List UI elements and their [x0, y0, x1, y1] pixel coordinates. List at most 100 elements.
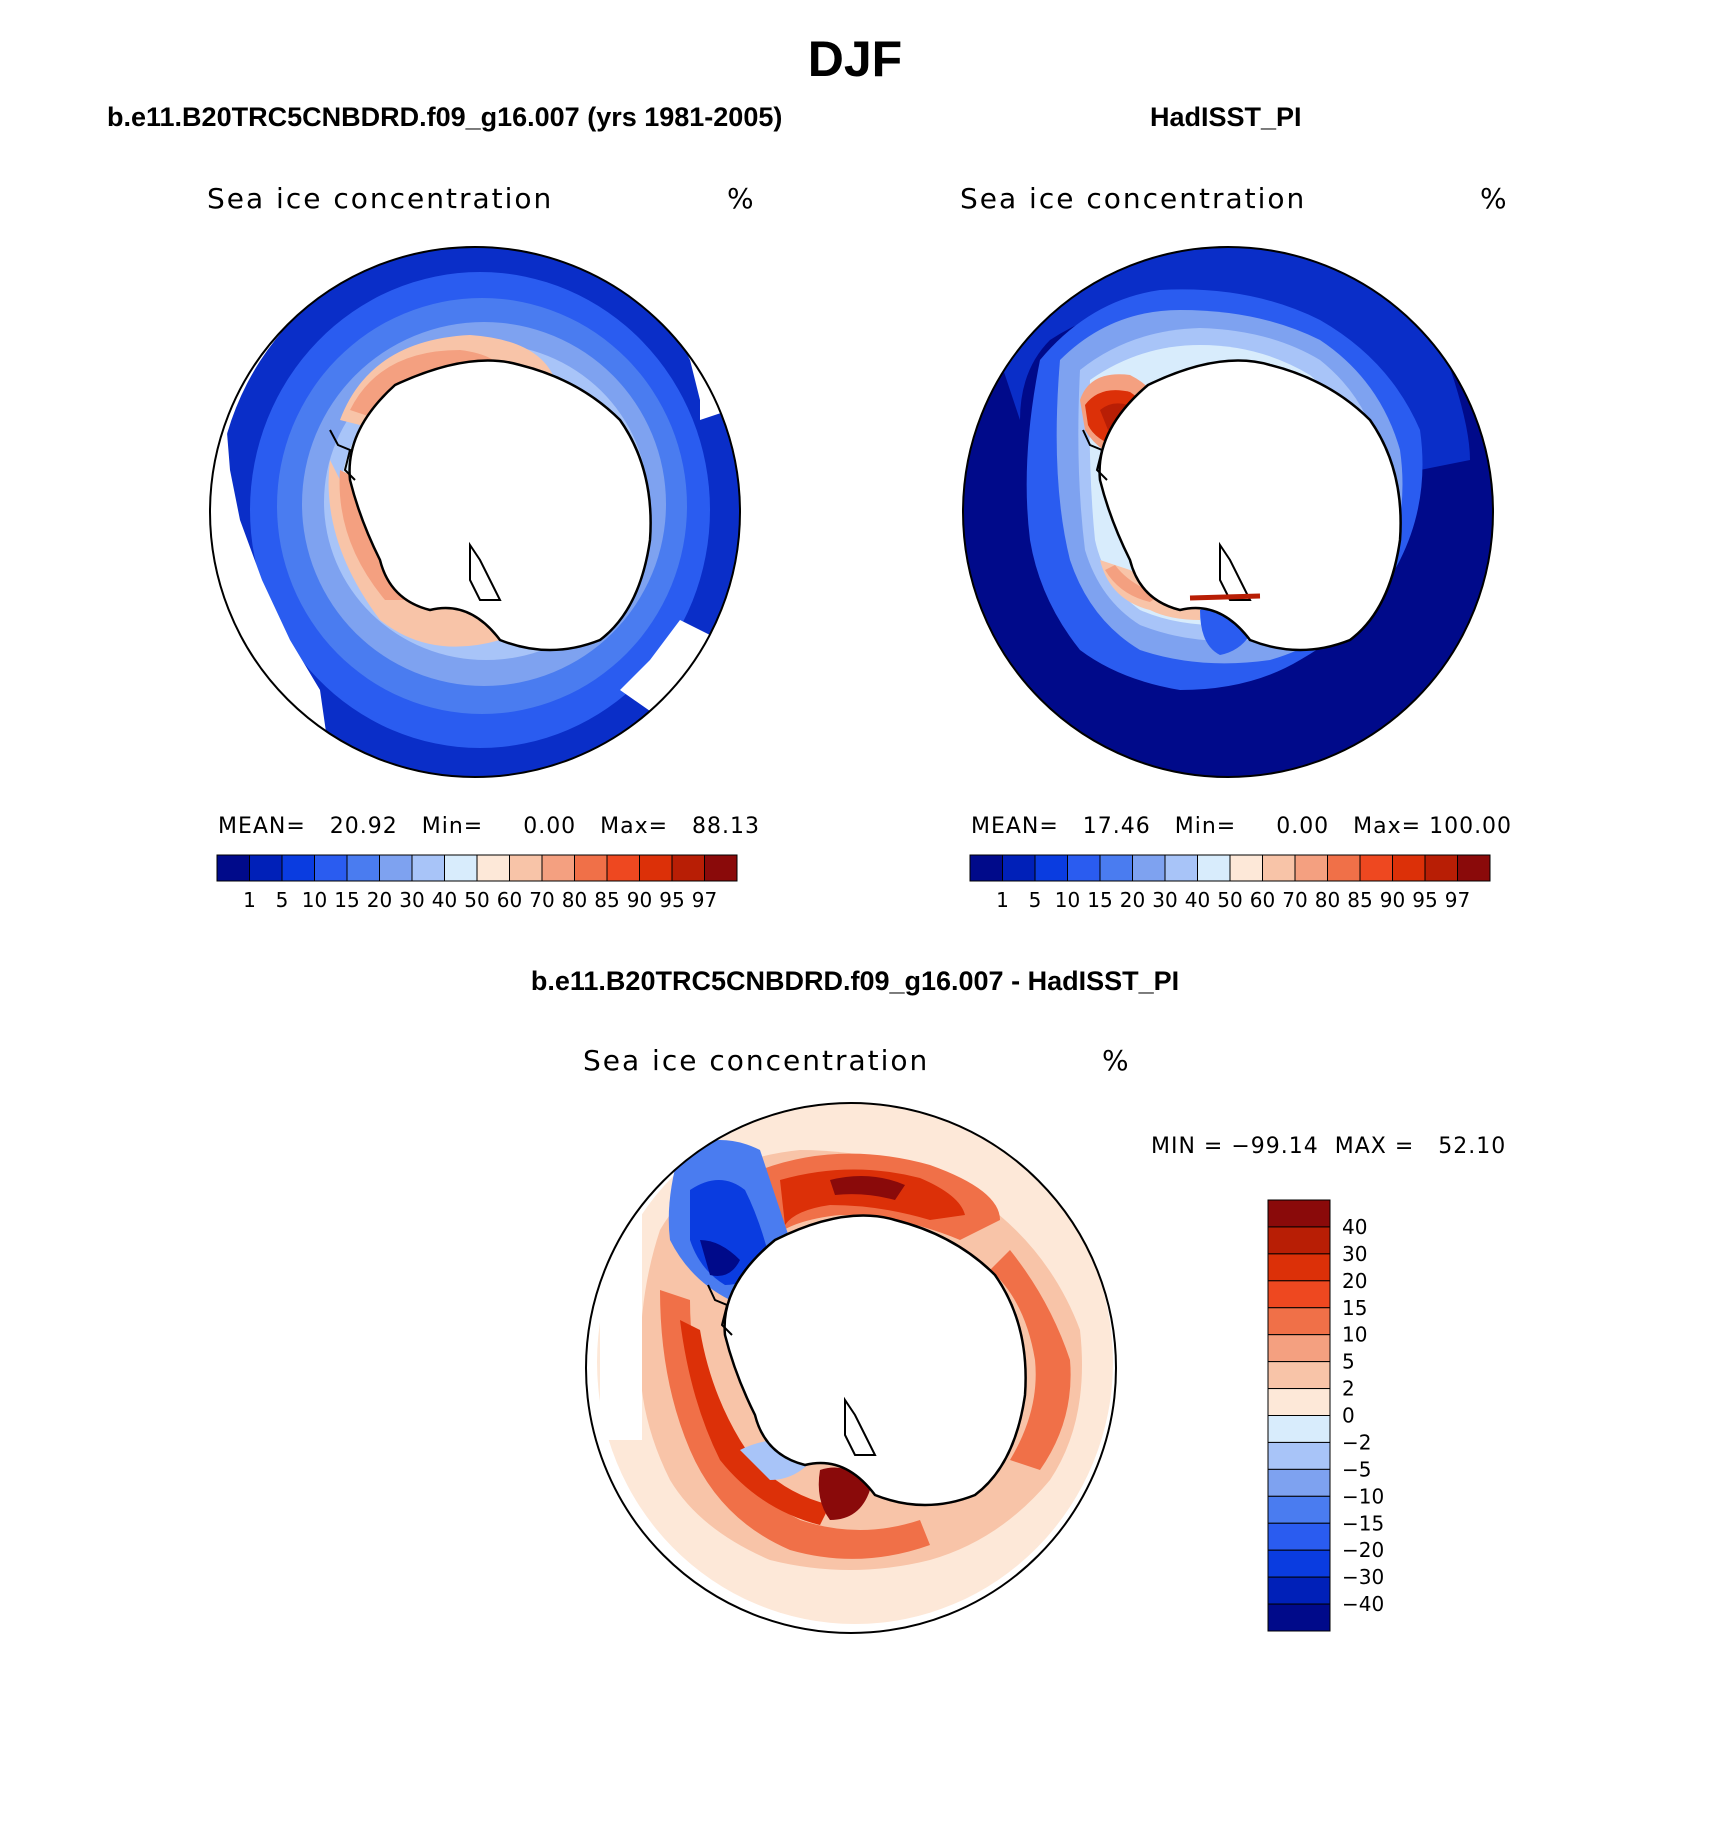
colorbar-obs-swatch	[1457, 854, 1491, 882]
colorbar-model-swatch	[671, 854, 705, 882]
colorbar-obs-swatch	[1197, 854, 1231, 882]
colorbar-model-tick-label: 60	[497, 888, 522, 912]
colorbar-difference-tick-label: −10	[1342, 1484, 1384, 1508]
colorbar-obs-tick-label: 30	[1152, 888, 1177, 912]
colorbar-model-tick-label: 97	[692, 888, 717, 912]
colorbar-model-swatch	[216, 854, 250, 882]
colorbar-obs-tick-label: 1	[996, 888, 1009, 912]
colorbar-model-swatch	[639, 854, 673, 882]
colorbar-difference-tick-label: 5	[1342, 1350, 1355, 1374]
colorbar-model-swatch	[379, 854, 413, 882]
panel-2-variable-label: Sea ice concentration	[960, 182, 1307, 215]
colorbar-difference-swatch	[1267, 1280, 1331, 1309]
colorbar-model-swatch	[444, 854, 478, 882]
colorbar-difference-swatch	[1267, 1468, 1331, 1497]
colorbar-model-swatch	[574, 854, 608, 882]
colorbar-obs-tick-label: 40	[1185, 888, 1210, 912]
panel-3-variable-label: Sea ice concentration	[583, 1044, 930, 1077]
colorbar-model-swatch	[346, 854, 380, 882]
colorbar-difference-tick-label: 15	[1342, 1296, 1367, 1320]
colorbar-obs-swatch	[1164, 854, 1198, 882]
colorbar-obs-tick-label: 85	[1347, 888, 1372, 912]
colorbar-difference-tick-label: −5	[1342, 1457, 1371, 1481]
panel-1-title: b.e11.B20TRC5CNBDRD.f09_g16.007 (yrs 198…	[107, 102, 783, 132]
panel-1-variable-label: Sea ice concentration	[207, 182, 554, 215]
panel-2-stats: MEAN= 17.46 Min= 0.00 Max= 100.00	[971, 814, 1513, 839]
colorbar-model-swatch	[249, 854, 283, 882]
colorbar-difference-tick-label: −40	[1342, 1592, 1384, 1616]
colorbar-model-tick-label: 80	[562, 888, 587, 912]
colorbar-difference-swatch	[1267, 1253, 1331, 1282]
colorbar-obs-swatch	[1327, 854, 1361, 882]
colorbar-model-swatch	[606, 854, 640, 882]
colorbar-obs-tick-label: 20	[1120, 888, 1145, 912]
colorbar-obs-tick-label: 50	[1217, 888, 1242, 912]
colorbar-model: 1 5 10 15 20 30 40 50 60 70 80 85 90 95 97	[216, 854, 738, 912]
colorbar-difference-swatch	[1267, 1495, 1331, 1524]
colorbar-obs-swatch	[1392, 854, 1426, 882]
map-model-sea-ice	[210, 247, 740, 777]
map-model-border	[209, 246, 741, 778]
colorbar-difference-swatch	[1267, 1415, 1331, 1443]
colorbar-model-tick-label: 90	[627, 888, 652, 912]
colorbar-model-tick-label: 30	[399, 888, 424, 912]
colorbar-obs-swatch	[1262, 854, 1296, 882]
figure-title: DJF	[807, 31, 903, 87]
map-difference-border	[585, 1102, 1117, 1634]
colorbar-difference-tick-label: 2	[1342, 1377, 1355, 1401]
colorbar-obs-swatch	[1099, 854, 1133, 882]
colorbar-model-tick-label: 15	[334, 888, 359, 912]
colorbar-difference-tick-label: −30	[1342, 1565, 1384, 1589]
colorbar-difference-swatch	[1267, 1603, 1331, 1632]
colorbar-obs-tick-label: 80	[1315, 888, 1340, 912]
colorbar-model-swatch	[314, 854, 348, 882]
colorbar-model-tick-label: 5	[276, 888, 289, 912]
colorbar-difference-tick-label: 10	[1342, 1323, 1367, 1347]
colorbar-difference-tick-label: −15	[1342, 1511, 1384, 1535]
panel-2-title: HadISST_PI	[1150, 102, 1302, 132]
colorbar-model-tick-label: 95	[659, 888, 684, 912]
colorbar-model-swatch	[281, 854, 315, 882]
colorbar-obs-tick-label: 5	[1029, 888, 1042, 912]
colorbar-obs-swatch	[1229, 854, 1263, 882]
colorbar-difference-tick-label: 30	[1342, 1242, 1367, 1266]
colorbar-difference-swatch	[1267, 1388, 1331, 1416]
colorbar-model-tick-label: 40	[432, 888, 457, 912]
colorbar-model-swatch	[509, 854, 543, 882]
colorbar-difference-swatch	[1267, 1549, 1331, 1578]
colorbar-obs: 1 5 10 15 20 30 40 50 60 70 80 85 90 95 97	[969, 854, 1491, 912]
map-obs-border	[962, 246, 1494, 778]
colorbar-obs-tick-label: 95	[1412, 888, 1437, 912]
colorbar-difference-swatch	[1267, 1226, 1331, 1255]
colorbar-difference-swatch	[1267, 1361, 1331, 1390]
colorbar-model-swatch	[541, 854, 575, 882]
colorbar-obs-swatch	[1002, 854, 1036, 882]
colorbar-obs-tick-label: 90	[1380, 888, 1405, 912]
panel-3-units-label: %	[1102, 1044, 1131, 1077]
colorbar-obs-tick-label: 97	[1445, 888, 1470, 912]
colorbar-obs-swatch	[969, 854, 1003, 882]
colorbar-model-tick-label: 50	[464, 888, 489, 912]
colorbar-difference-tick-label: 40	[1342, 1215, 1367, 1239]
colorbar-obs-tick-label: 10	[1055, 888, 1080, 912]
colorbar-model-swatch	[411, 854, 445, 882]
colorbar-obs-tick-label: 15	[1087, 888, 1112, 912]
colorbar-difference-swatch	[1267, 1441, 1331, 1470]
panel-1-units-label: %	[727, 182, 756, 215]
colorbar-obs-tick-label: 70	[1282, 888, 1307, 912]
colorbar-obs-tick-label: 60	[1250, 888, 1275, 912]
colorbar-obs-swatch	[1359, 854, 1393, 882]
colorbar-obs-swatch	[1424, 854, 1458, 882]
colorbar-model-tick-label: 1	[243, 888, 256, 912]
colorbar-obs-swatch	[1034, 854, 1068, 882]
colorbar-model-tick-label: 20	[367, 888, 392, 912]
panel-2-units-label: %	[1480, 182, 1509, 215]
panel-1-stats: MEAN= 20.92 Min= 0.00 Max= 88.13	[218, 814, 761, 839]
colorbar-difference-tick-label: −2	[1342, 1430, 1371, 1454]
colorbar-difference-tick-label: 0	[1342, 1404, 1355, 1428]
panel-3-stats: MIN = −99.14 MAX = 52.10	[1151, 1134, 1507, 1159]
colorbar-difference-swatch	[1267, 1307, 1331, 1336]
colorbar-model-tick-label: 85	[594, 888, 619, 912]
map-obs-sea-ice	[963, 247, 1493, 777]
colorbar-difference-swatch	[1267, 1334, 1331, 1363]
